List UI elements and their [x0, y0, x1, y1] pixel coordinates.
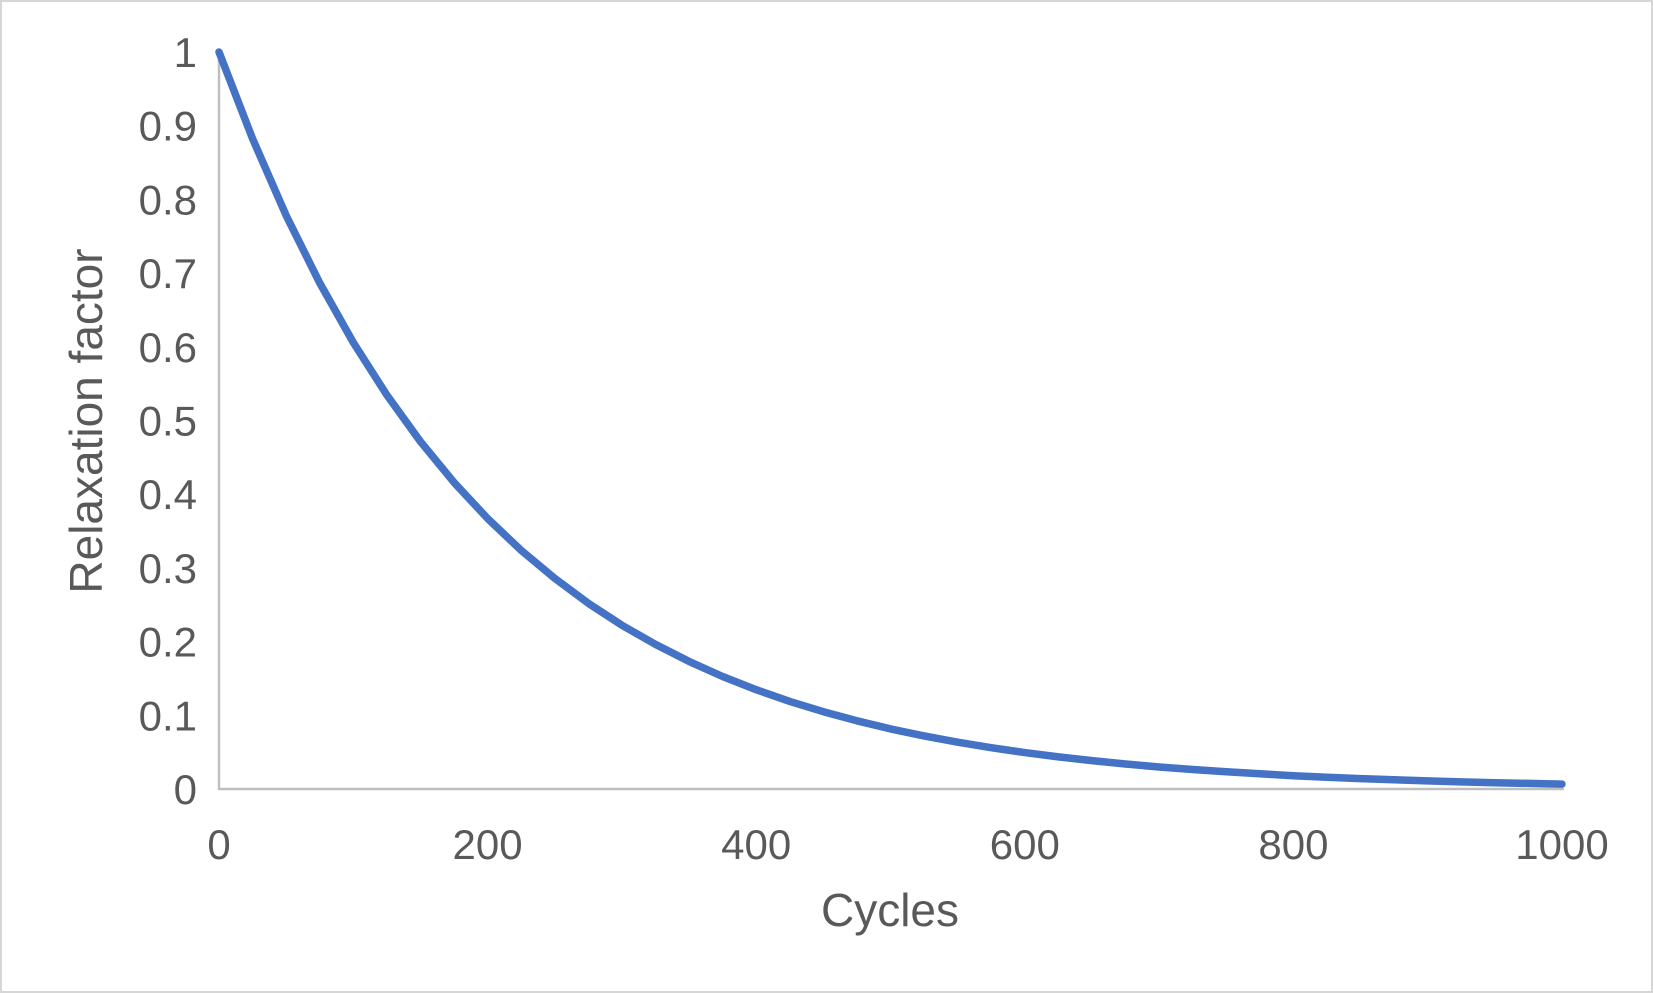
x-axis-title: Cycles	[821, 884, 959, 936]
y-tick-label-1: 1	[174, 29, 197, 76]
y-tick-label-0: 0	[174, 766, 197, 813]
y-axis-title: Relaxation factor	[60, 248, 112, 593]
x-tick-label-200: 200	[453, 821, 523, 868]
x-tick-label-600: 600	[990, 821, 1060, 868]
y-tick-label-0.4: 0.4	[139, 471, 197, 518]
x-axis-tick-labels: 0 200 400 600 800 1000	[207, 821, 1608, 868]
y-tick-label-0.7: 0.7	[139, 250, 197, 297]
y-axis-tick-labels: 0 0.1 0.2 0.3 0.4 0.5 0.6 0.7 0.8 0.9 1	[139, 29, 197, 813]
x-tick-label-400: 400	[721, 821, 791, 868]
y-tick-label-0.2: 0.2	[139, 619, 197, 666]
y-tick-label-0.6: 0.6	[139, 324, 197, 371]
y-tick-label-0.9: 0.9	[139, 103, 197, 150]
series-line-relaxation-factor	[215, 48, 1566, 788]
y-tick-label-0.3: 0.3	[139, 545, 197, 592]
y-tick-label-0.5: 0.5	[139, 398, 197, 445]
x-tick-label-800: 800	[1258, 821, 1328, 868]
y-tick-label-0.1: 0.1	[139, 692, 197, 739]
y-tick-label-0.8: 0.8	[139, 176, 197, 223]
x-tick-label-1000: 1000	[1515, 821, 1608, 868]
x-tick-label-0: 0	[207, 821, 230, 868]
